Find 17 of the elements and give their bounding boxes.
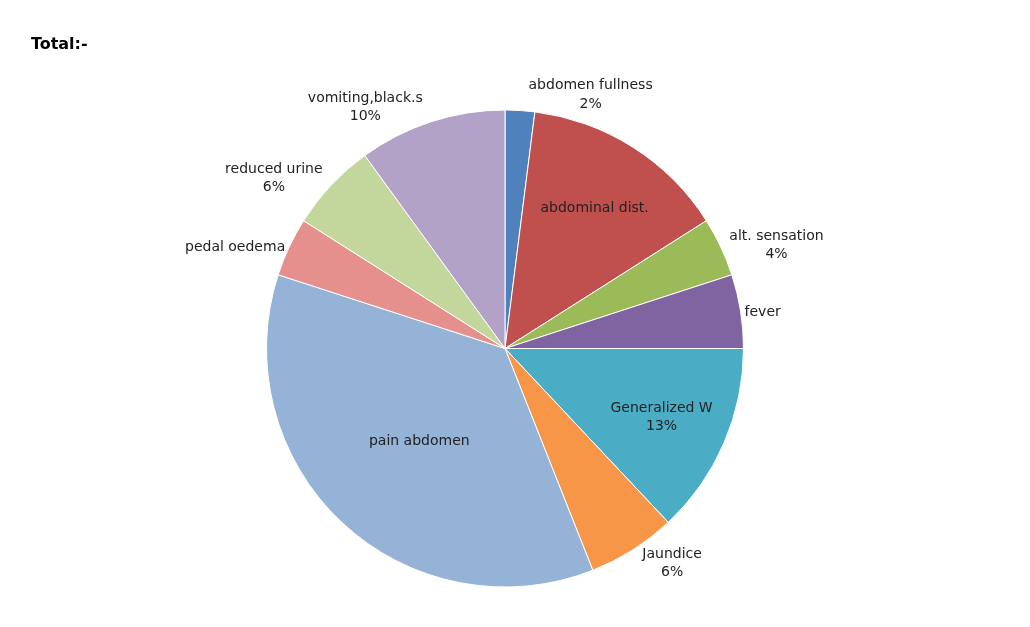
slice-label: reduced urine	[225, 160, 323, 177]
data-label: 6%	[262, 178, 285, 195]
slice-label: abdomen fullness	[528, 76, 653, 93]
slice-label: pedal oedema	[185, 237, 286, 254]
data-label: 10%	[349, 107, 381, 124]
slice-label: pain abdomen	[368, 431, 470, 448]
slice-label: Generalized W	[610, 399, 713, 416]
data-label: 13%	[646, 417, 678, 434]
data-label: 2%	[579, 94, 602, 111]
chart-title: Total:-	[30, 33, 88, 53]
slice-label: vomiting,black.s	[307, 89, 423, 106]
data-label: 6%	[661, 563, 684, 580]
slice-label: abdominal dist.	[540, 199, 649, 216]
slice-label: alt. sensation	[729, 226, 824, 243]
slice-label: fever	[744, 302, 781, 319]
data-label: 4%	[765, 244, 788, 261]
slice-label: Jaundice	[641, 544, 702, 561]
